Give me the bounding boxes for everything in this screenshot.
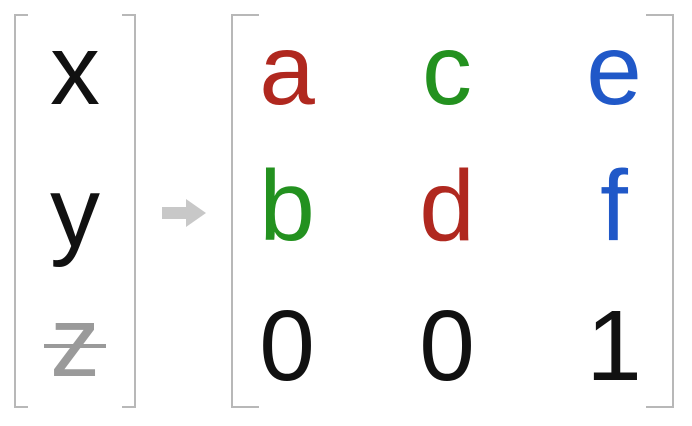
matrix-cell-text: d [419,150,475,262]
vector-entry-y: y [20,152,130,272]
right-arrow-icon [162,199,206,227]
matrix-cell-text: b [259,150,315,262]
vector-entry-text: z [50,286,100,398]
strikethrough-line [44,344,106,348]
matrix-right-bracket [646,14,674,408]
matrix-cell-r2c1: b [232,146,342,266]
matrix-cell-r3c2: 0 [392,286,502,406]
matrix-cell-r3c3: 1 [559,286,669,406]
matrix-cell-r3c1: 0 [232,286,342,406]
vector-entry-text: x [50,14,100,126]
matrix-cell-text: 1 [586,290,642,402]
matrix-cell-r2c3: f [559,146,669,266]
matrix-cell-r2c2: d [392,146,502,266]
matrix-cell-r1c3: e [559,10,669,130]
matrix-cell-text: c [422,14,472,126]
matrix-cell-r1c2: c [392,10,502,130]
vector-left-bracket [14,14,28,408]
vector-right-bracket [122,14,136,408]
vector-entry-z-struck: z [20,282,130,402]
vector-entry-text: y [50,156,100,268]
matrix-left-bracket [231,14,259,408]
matrix-cell-text: e [586,14,642,126]
matrix-cell-text: 0 [419,290,475,402]
vector-entry-x: x [20,10,130,130]
matrix-cell-r1c1: a [232,10,342,130]
struck-entry: z [44,286,106,398]
matrix-cell-text: a [259,14,315,126]
matrix-cell-text: 0 [259,290,315,402]
matrix-cell-text: f [600,150,628,262]
